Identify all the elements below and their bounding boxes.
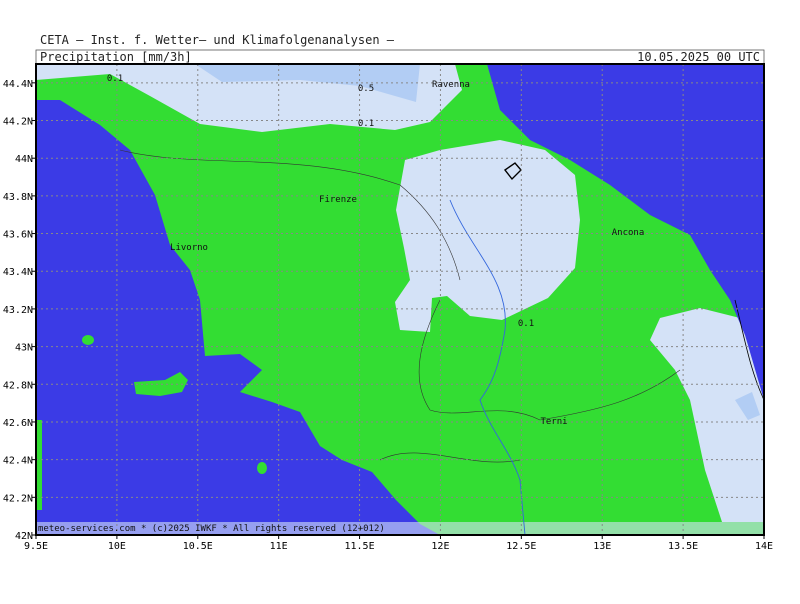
y-tick-label: 43.2N [3,305,33,316]
y-tick-label: 42.2N [3,493,33,504]
y-tick-label: 42.4N [3,456,33,467]
island [257,462,267,474]
y-tick-label: 44.2N [3,117,33,128]
x-tick-label: 9.5E [24,541,48,552]
valid-time: 10.05.2025 00 UTC [637,50,760,64]
precip-area [735,392,760,420]
x-tick-label: 11E [270,541,288,552]
place-label: Livorno [170,243,208,253]
river [449,199,526,536]
x-tick-label: 11.5E [345,541,375,552]
footer-band [36,522,764,535]
header-title: CETA — Inst. f. Wetter— und Klimafolgena… [40,33,395,47]
y-tick-label: 44N [15,154,33,165]
y-tick-label: 42.6N [3,418,33,429]
place-label: Terni [540,417,567,427]
coastline [734,299,765,401]
x-tick-label: 13.5E [668,541,698,552]
x-tick-label: 12E [431,541,449,552]
y-tick-label: 43N [15,343,33,354]
map-frame [35,63,765,536]
x-tick-label: 10E [108,541,126,552]
y-tick-label: 43.4N [3,267,33,278]
sea [36,100,440,535]
y-tick-label: 43.6N [3,230,33,241]
map-area: Ravenna Firenze Livorno Ancona Terni 0.1… [35,63,765,536]
x-tick-label: 10.5E [183,541,213,552]
land [36,420,42,510]
place-label: Ancona [612,228,645,238]
contour-label: 0.5 [358,84,374,94]
region-border [119,149,681,463]
variable-label: Precipitation_[mm/3h] [40,50,192,64]
y-tick-label: 42.8N [3,380,33,391]
x-tick-label: 14E [755,541,773,552]
place-label: Firenze [319,195,357,205]
island [82,335,94,345]
footer: meteo-services.com * (c)2025 IWKF * All … [38,524,385,534]
contour-label: 0.1 [107,74,123,84]
place-label: Ravenna [432,80,470,90]
x-tick-label: 12.5E [506,541,536,552]
y-tick-label: 44.4N [3,79,33,90]
precip-area [650,308,764,522]
y-tick-label: 42N [15,531,33,542]
contour-label: 0.1 [518,319,534,329]
sea [487,64,764,400]
y-tick-label: 43.8N [3,192,33,203]
precip-area [395,140,580,332]
precip-area [195,64,420,102]
contour-label: 0.1 [358,119,374,129]
x-tick-label: 13E [593,541,611,552]
